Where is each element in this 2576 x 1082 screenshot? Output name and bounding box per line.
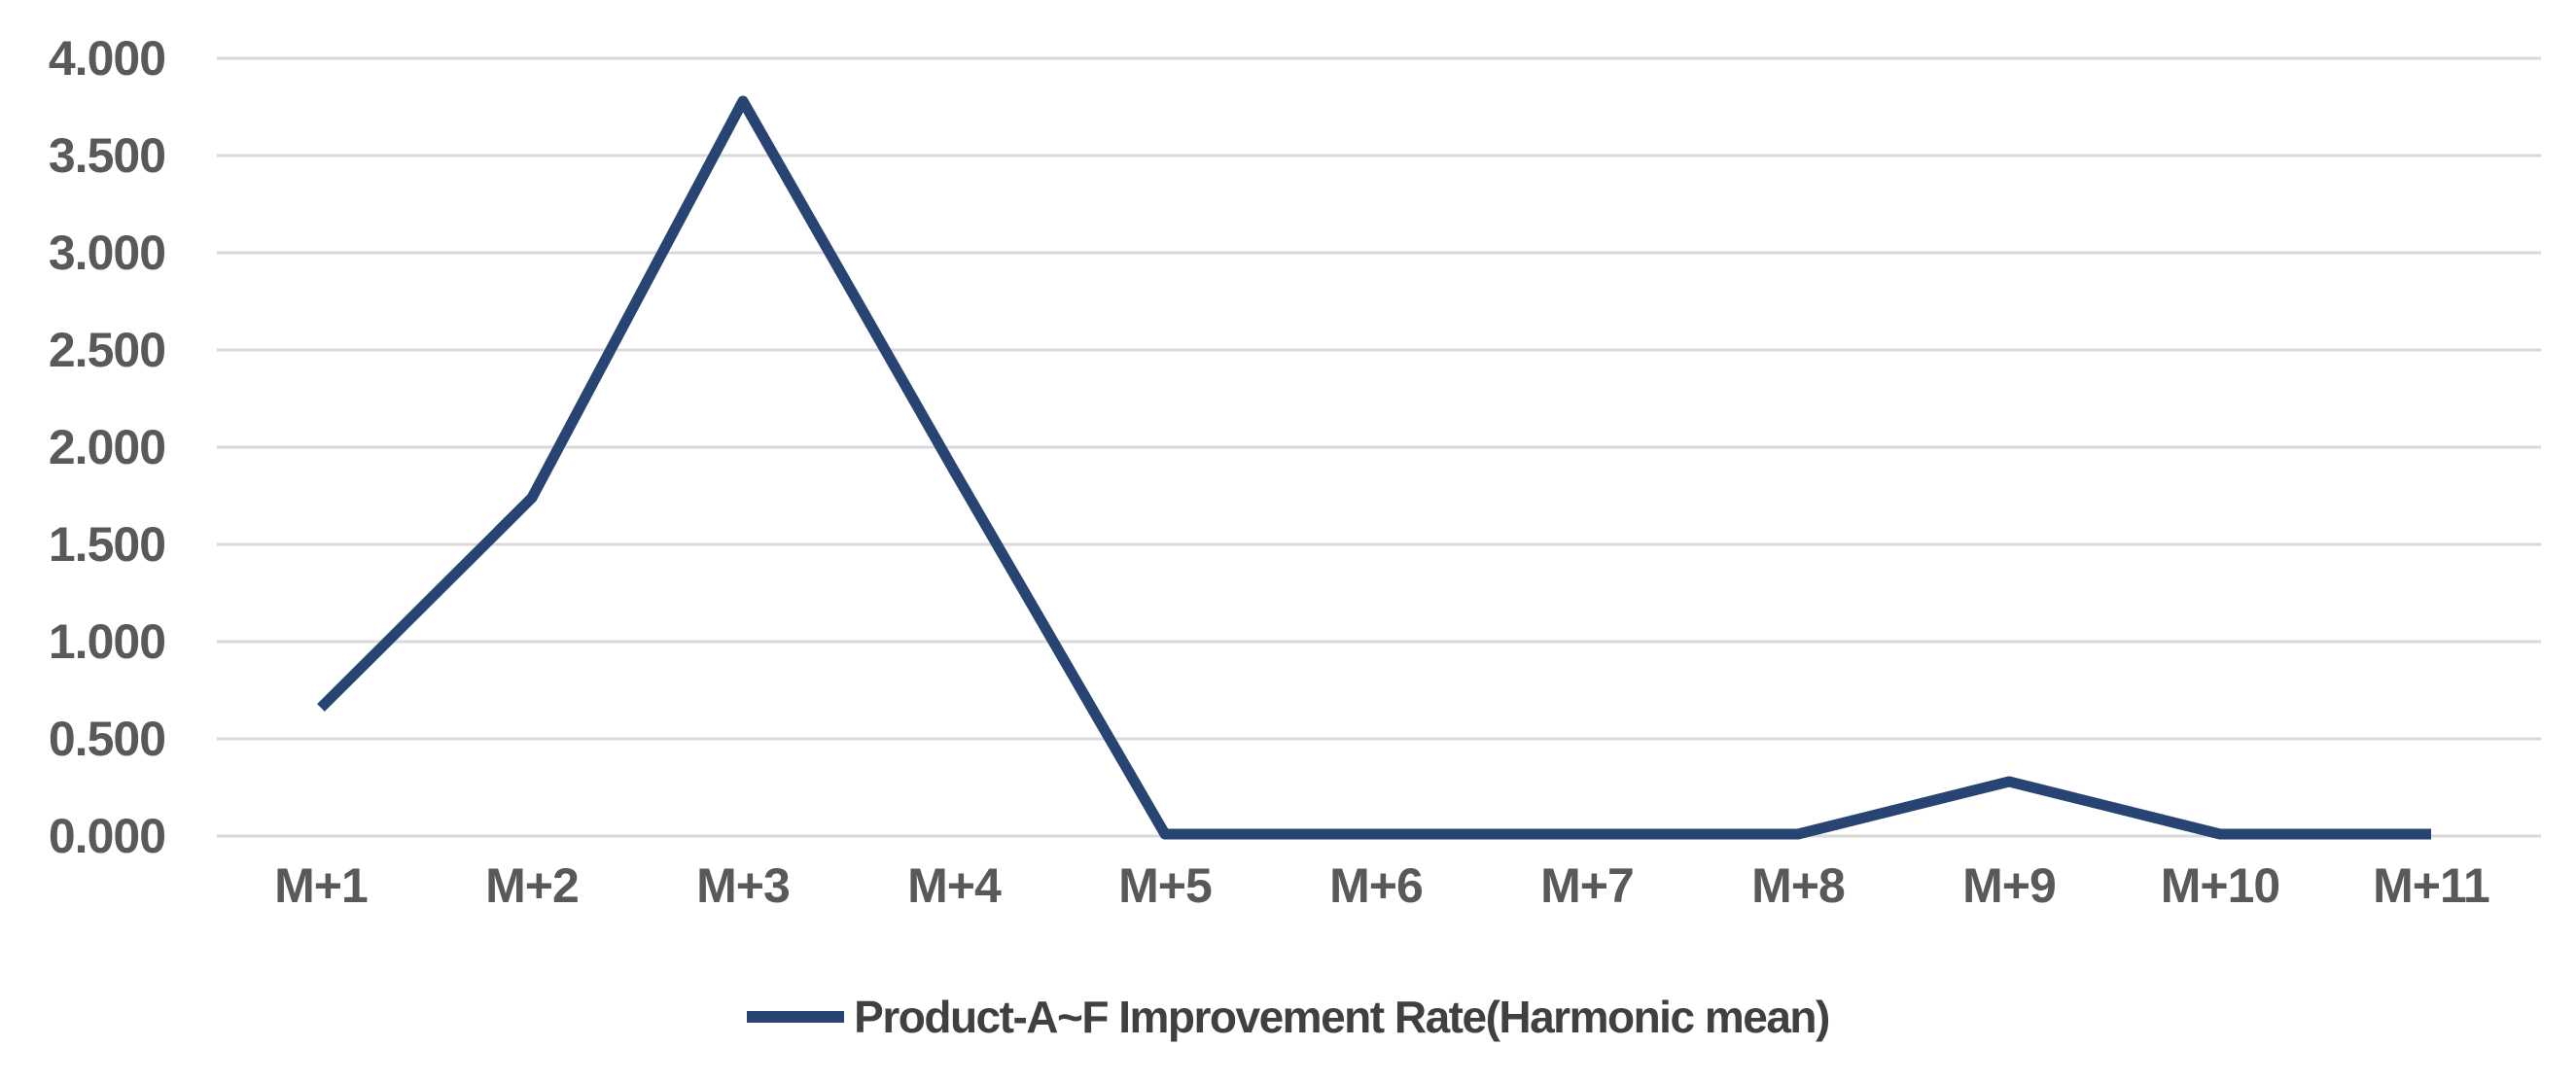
y-tick-label: 2.500 [49, 323, 165, 377]
y-tick-label: 3.000 [49, 226, 165, 280]
x-tick-label: M+8 [1751, 858, 1845, 913]
y-tick-label: 1.000 [49, 614, 165, 669]
x-tick-label: M+6 [1329, 858, 1423, 913]
x-tick-label: M+2 [485, 858, 579, 913]
y-tick-label: 2.000 [49, 420, 165, 474]
x-tick-label: M+11 [2373, 858, 2489, 913]
y-tick-label: 4.000 [49, 31, 165, 86]
x-tick-label: M+7 [1540, 858, 1634, 913]
x-tick-label: M+1 [274, 858, 368, 913]
legend: Product-A~F Improvement Rate(Harmonic me… [0, 988, 2576, 1046]
x-tick-label: M+3 [696, 858, 790, 913]
x-tick-label: M+5 [1118, 858, 1212, 913]
x-tick-label: M+4 [907, 858, 1002, 913]
series-line [317, 95, 2431, 840]
y-tick-label: 1.500 [49, 517, 165, 572]
legend-line-marker [747, 1011, 845, 1023]
x-tick-label: M+10 [2161, 858, 2279, 913]
legend-label: Product-A~F Improvement Rate(Harmonic me… [854, 992, 1830, 1042]
y-tick-label: 0.000 [49, 809, 165, 863]
y-tick-label: 3.500 [49, 128, 165, 183]
y-tick-label: 0.500 [49, 712, 165, 766]
x-tick-label: M+9 [1962, 858, 2056, 913]
